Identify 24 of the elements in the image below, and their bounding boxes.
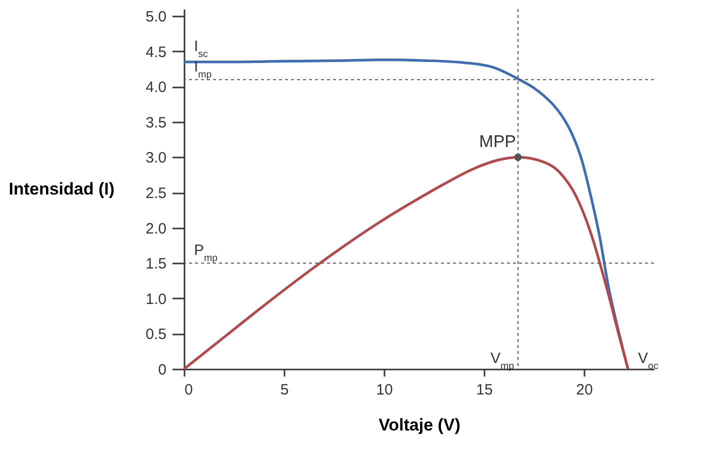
x-tick-label: 20 — [576, 382, 593, 398]
ref-line-label: I$_{mp}$ — [194, 58, 212, 80]
x-axis-title: Voltaje (V) — [378, 416, 460, 434]
x-tick-label: 10 — [376, 382, 393, 398]
annotation: MPP — [479, 132, 516, 152]
y-tick-label: 2.5 — [146, 185, 166, 202]
y-tick-label: 4.5 — [146, 44, 166, 61]
x-tick-label: 5 — [280, 382, 289, 398]
y-tick-label: 0 — [158, 362, 166, 378]
y-axis-title: Intensidad (I) — [8, 180, 114, 198]
y-tick-label: 3.0 — [146, 150, 166, 167]
x-tick-label: 0 — [184, 382, 193, 398]
y-tick-label: 5.0 — [146, 8, 166, 26]
y-tick-label: 3.5 — [146, 114, 166, 132]
y-tick-label: 4.0 — [146, 79, 166, 96]
ref-line-label: P$_{mp}$ — [194, 242, 218, 264]
y-tick-label: 1.5 — [146, 256, 166, 273]
annotation: I$_{sc}$ — [194, 38, 208, 60]
x-tick-label: 15 — [476, 382, 493, 398]
y-tick-label: 0.5 — [146, 326, 166, 344]
y-tick-label: 2.0 — [146, 220, 166, 238]
annotation: V$_{oc}$ — [638, 350, 658, 372]
ref-line-label: V$_{mp}$ — [490, 350, 515, 372]
y-tick-label: 1.0 — [146, 290, 166, 308]
